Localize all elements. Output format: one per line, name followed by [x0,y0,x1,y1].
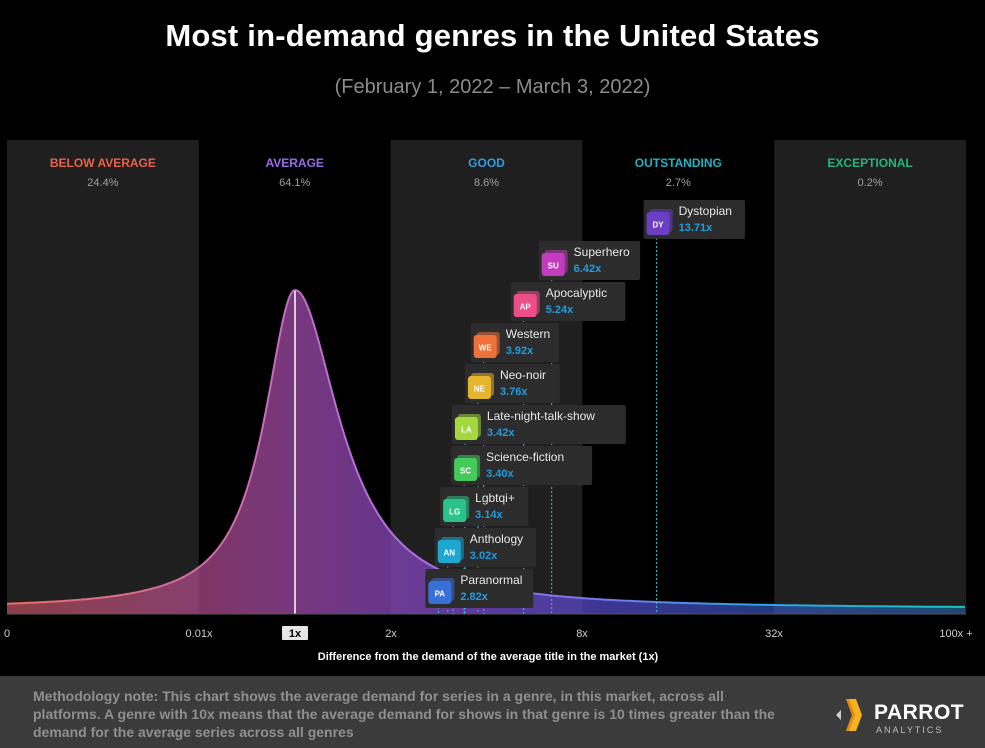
genre-name: Late-night-talk-show [487,409,595,423]
genre-value: 3.76x [500,386,528,398]
genre-badge [454,458,478,481]
band-label: AVERAGE [265,156,323,170]
x-tick-label: 2x [385,628,397,640]
genre-value: 3.92x [506,345,534,357]
genre-name: Neo-noir [500,368,546,382]
band-share: 8.6% [474,177,499,189]
tick-highlight-box [282,626,308,640]
genre-abbr: LG [449,508,460,517]
parrot-analytics-logo: PARROT ANALYTICS [832,695,972,735]
x-tick-label: 8x [576,628,588,640]
band-label: OUTSTANDING [635,156,722,170]
band-share: 0.2% [858,177,883,189]
footer: Methodology note: This chart shows the a… [0,676,985,748]
genre-abbr: SC [460,467,471,476]
band-share: 24.4% [87,177,118,189]
genre-label-box [451,405,626,444]
genre-value: 3.14x [475,509,503,521]
genre-badge [467,376,491,399]
parrot-logo-icon [836,699,862,731]
genre-value: 3.02x [470,550,498,562]
band-label: BELOW AVERAGE [50,156,156,170]
x-tick-label: 100x + [939,628,972,640]
genre-name: Apocalyptic [546,286,607,300]
band-bg-4 [774,140,966,614]
density-area [7,290,966,614]
genre-badge [443,499,467,522]
genre-abbr: DY [653,221,665,230]
genre-badge [541,253,565,276]
genre-name: Paranormal [460,573,522,587]
genre-name: Dystopian [679,204,732,218]
genre-label-box [451,446,593,485]
chart-title: Most in-demand genres in the United Stat… [165,18,820,53]
genre-badge [428,581,452,604]
x-tick-label: 32x [765,628,783,640]
genre-value: 3.42x [487,427,515,439]
genre-value: 3.40x [486,468,514,480]
genre-badge [513,294,537,317]
x-tick-label: 1x [289,628,302,640]
genre-abbr: NE [474,385,486,394]
band-label: EXCEPTIONAL [827,156,912,170]
x-tick-label: 0.01x [186,628,213,640]
genre-badge [646,212,670,235]
methodology-note: Methodology note: This chart shows the a… [33,688,775,740]
band-share: 2.7% [666,177,691,189]
genre-name: Lgbtqi+ [475,491,515,505]
genre-abbr: PA [435,590,446,599]
genre-abbr: SU [548,262,559,271]
genre-demand-chart: BELOW AVERAGE 24.4% AVERAGE 64.1% GOOD 8.6% OU… [4,140,973,663]
genre-name: Anthology [470,532,523,546]
chart-subtitle: (February 1, 2022 – March 3, 2022) [334,76,651,98]
genre-value: 2.82x [460,591,488,603]
genre-badge [437,540,461,563]
genre-value: 6.42x [574,263,602,275]
genre-abbr: LA [461,426,472,435]
genre-value: 5.24x [546,304,574,316]
genre-abbr: AP [520,303,532,312]
genre-name: Superhero [574,245,630,259]
genre-name: Science-fiction [486,450,564,464]
genre-name: Western [506,327,550,341]
x-axis-label: Difference from the demand of the averag… [318,651,659,663]
genre-value: 13.71x [679,222,714,234]
genre-badge [454,417,478,440]
brand-subtitle: ANALYTICS [876,725,944,735]
band-bg-0 [7,140,199,614]
brand-name: PARROT [874,701,965,724]
band-label: GOOD [468,156,505,170]
band-share: 64.1% [279,177,310,189]
genre-badge [473,335,497,358]
genre-abbr: AN [443,549,455,558]
x-tick-label: 0 [4,628,10,640]
genre-abbr: WE [479,344,493,353]
